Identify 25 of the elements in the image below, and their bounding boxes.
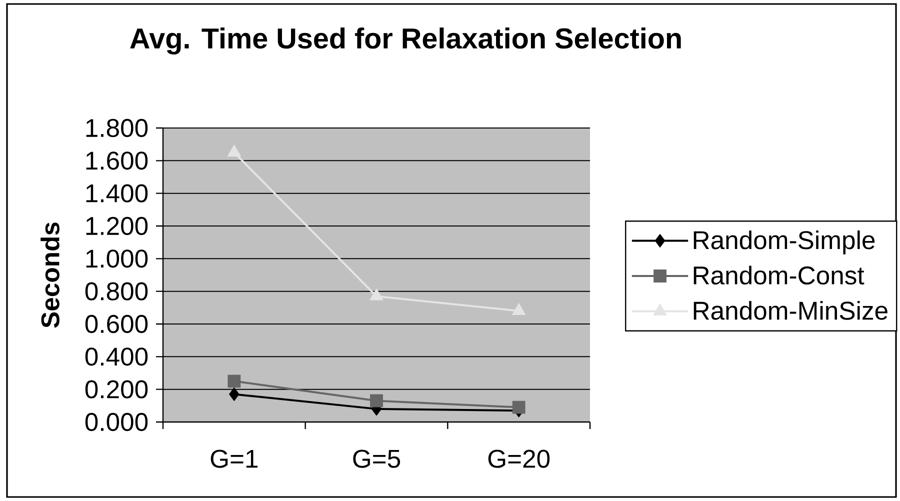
x-tick-label: G=1 bbox=[210, 450, 258, 468]
y-tick-label: 1.000 bbox=[86, 250, 148, 268]
legend-label: Random-MinSize bbox=[694, 300, 888, 320]
x-tick-label: G=5 bbox=[353, 450, 400, 468]
y-axis-title: Seconds bbox=[40, 222, 60, 328]
point bbox=[512, 303, 526, 315]
y-tick-label: 0.600 bbox=[85, 314, 148, 334]
y-tick-label: 1.600 bbox=[86, 152, 148, 170]
y-tick-label: 0.800 bbox=[85, 282, 148, 300]
point bbox=[370, 394, 383, 408]
y-tick-label: 1.800 bbox=[86, 118, 148, 138]
y-tick-label: 0.200 bbox=[85, 380, 148, 398]
y-tick-label: 0.000 bbox=[85, 412, 148, 432]
legend-label: Random-Simple bbox=[694, 230, 875, 254]
point bbox=[228, 374, 241, 388]
point bbox=[229, 388, 240, 401]
y-tick-label: 1.200 bbox=[86, 216, 148, 236]
legend-label: Random-Const bbox=[694, 266, 864, 285]
point bbox=[512, 400, 526, 414]
y-tick-label: 0.400 bbox=[85, 348, 148, 366]
x-tick-label: G=20 bbox=[488, 450, 550, 468]
y-tick-label: 1.400 bbox=[86, 184, 148, 202]
chart-title: Avg. Time Used for Relaxation Selection bbox=[130, 28, 681, 54]
point bbox=[227, 144, 241, 157]
point bbox=[370, 288, 384, 300]
